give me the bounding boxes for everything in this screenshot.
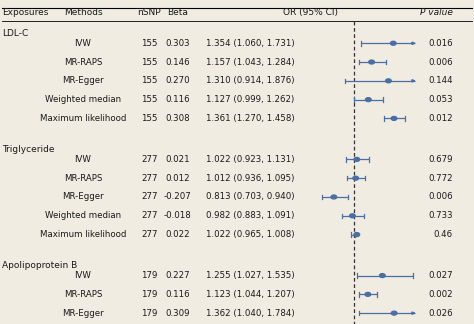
Text: 0.308: 0.308 bbox=[165, 114, 190, 123]
Text: Triglyceride: Triglyceride bbox=[2, 145, 55, 154]
Text: 155: 155 bbox=[141, 58, 157, 66]
Text: 1.012 (0.936, 1.095): 1.012 (0.936, 1.095) bbox=[206, 174, 294, 183]
Text: 1.022 (0.923, 1.131): 1.022 (0.923, 1.131) bbox=[206, 155, 295, 164]
Text: 0.021: 0.021 bbox=[165, 155, 190, 164]
Text: 0.053: 0.053 bbox=[428, 95, 453, 104]
Text: 0.46: 0.46 bbox=[434, 230, 453, 239]
Text: Exposures: Exposures bbox=[2, 8, 49, 17]
Text: IVW: IVW bbox=[74, 155, 91, 164]
Text: 1.361 (1.270, 1.458): 1.361 (1.270, 1.458) bbox=[206, 114, 295, 123]
Text: 155: 155 bbox=[141, 39, 157, 48]
Text: 277: 277 bbox=[141, 230, 157, 239]
Text: 0.012: 0.012 bbox=[428, 114, 453, 123]
Text: 0.146: 0.146 bbox=[165, 58, 190, 66]
Text: 155: 155 bbox=[141, 76, 157, 85]
Text: 0.006: 0.006 bbox=[428, 192, 453, 202]
Text: Weighted median: Weighted median bbox=[45, 211, 121, 220]
Text: 155: 155 bbox=[141, 114, 157, 123]
Text: 0.022: 0.022 bbox=[165, 230, 190, 239]
Text: 1.123 (1.044, 1.207): 1.123 (1.044, 1.207) bbox=[206, 290, 295, 299]
Text: 0.006: 0.006 bbox=[428, 58, 453, 66]
Text: Maximum likelihood: Maximum likelihood bbox=[40, 230, 126, 239]
Text: 0.270: 0.270 bbox=[165, 76, 190, 85]
Text: 1.255 (1.027, 1.535): 1.255 (1.027, 1.535) bbox=[206, 271, 295, 280]
Text: 1.127 (0.999, 1.262): 1.127 (0.999, 1.262) bbox=[206, 95, 294, 104]
Text: 0.679: 0.679 bbox=[428, 155, 453, 164]
Text: Weighted median: Weighted median bbox=[45, 95, 121, 104]
Text: 277: 277 bbox=[141, 211, 157, 220]
Text: 0.227: 0.227 bbox=[165, 271, 190, 280]
Text: 1.022 (0.965, 1.008): 1.022 (0.965, 1.008) bbox=[206, 230, 295, 239]
Text: MR-Egger: MR-Egger bbox=[62, 76, 104, 85]
Text: Apolipoprotein B: Apolipoprotein B bbox=[2, 261, 78, 271]
Text: 0.772: 0.772 bbox=[428, 174, 453, 183]
Text: 1.354 (1.060, 1.731): 1.354 (1.060, 1.731) bbox=[206, 39, 295, 48]
Text: 0.027: 0.027 bbox=[428, 271, 453, 280]
Text: 0.116: 0.116 bbox=[165, 95, 190, 104]
Text: 0.309: 0.309 bbox=[165, 309, 190, 318]
Text: MR-RAPS: MR-RAPS bbox=[64, 58, 102, 66]
Text: 1.362 (1.040, 1.784): 1.362 (1.040, 1.784) bbox=[206, 309, 295, 318]
Text: 155: 155 bbox=[141, 95, 157, 104]
Text: MR-Egger: MR-Egger bbox=[62, 309, 104, 318]
Text: OR (95% CI): OR (95% CI) bbox=[283, 8, 338, 17]
Text: 0.012: 0.012 bbox=[165, 174, 190, 183]
Text: MR-RAPS: MR-RAPS bbox=[64, 290, 102, 299]
Text: 0.116: 0.116 bbox=[165, 290, 190, 299]
Text: 0.303: 0.303 bbox=[165, 39, 190, 48]
Text: 277: 277 bbox=[141, 192, 157, 202]
Text: LDL-C: LDL-C bbox=[2, 29, 28, 38]
Text: Maximum likelihood: Maximum likelihood bbox=[40, 114, 126, 123]
Text: 0.002: 0.002 bbox=[428, 290, 453, 299]
Text: 179: 179 bbox=[141, 290, 157, 299]
Text: 0.813 (0.703, 0.940): 0.813 (0.703, 0.940) bbox=[206, 192, 295, 202]
Text: 0.026: 0.026 bbox=[428, 309, 453, 318]
Text: MR-RAPS: MR-RAPS bbox=[64, 174, 102, 183]
Text: -0.018: -0.018 bbox=[164, 211, 191, 220]
Text: 0.144: 0.144 bbox=[428, 76, 453, 85]
Text: IVW: IVW bbox=[74, 39, 91, 48]
Text: MR-Egger: MR-Egger bbox=[62, 192, 104, 202]
Text: 179: 179 bbox=[141, 271, 157, 280]
Text: -0.207: -0.207 bbox=[164, 192, 191, 202]
Text: 277: 277 bbox=[141, 155, 157, 164]
Text: Methods: Methods bbox=[64, 8, 102, 17]
Text: 277: 277 bbox=[141, 174, 157, 183]
Text: 0.016: 0.016 bbox=[428, 39, 453, 48]
Text: 1.157 (1.043, 1.284): 1.157 (1.043, 1.284) bbox=[206, 58, 295, 66]
Text: 0.982 (0.883, 1.091): 0.982 (0.883, 1.091) bbox=[206, 211, 294, 220]
Text: nSNP: nSNP bbox=[137, 8, 161, 17]
Text: IVW: IVW bbox=[74, 271, 91, 280]
Text: 0.733: 0.733 bbox=[428, 211, 453, 220]
Text: 179: 179 bbox=[141, 309, 157, 318]
Text: P value: P value bbox=[420, 8, 453, 17]
Text: Beta: Beta bbox=[167, 8, 188, 17]
Text: 1.310 (0.914, 1.876): 1.310 (0.914, 1.876) bbox=[206, 76, 295, 85]
